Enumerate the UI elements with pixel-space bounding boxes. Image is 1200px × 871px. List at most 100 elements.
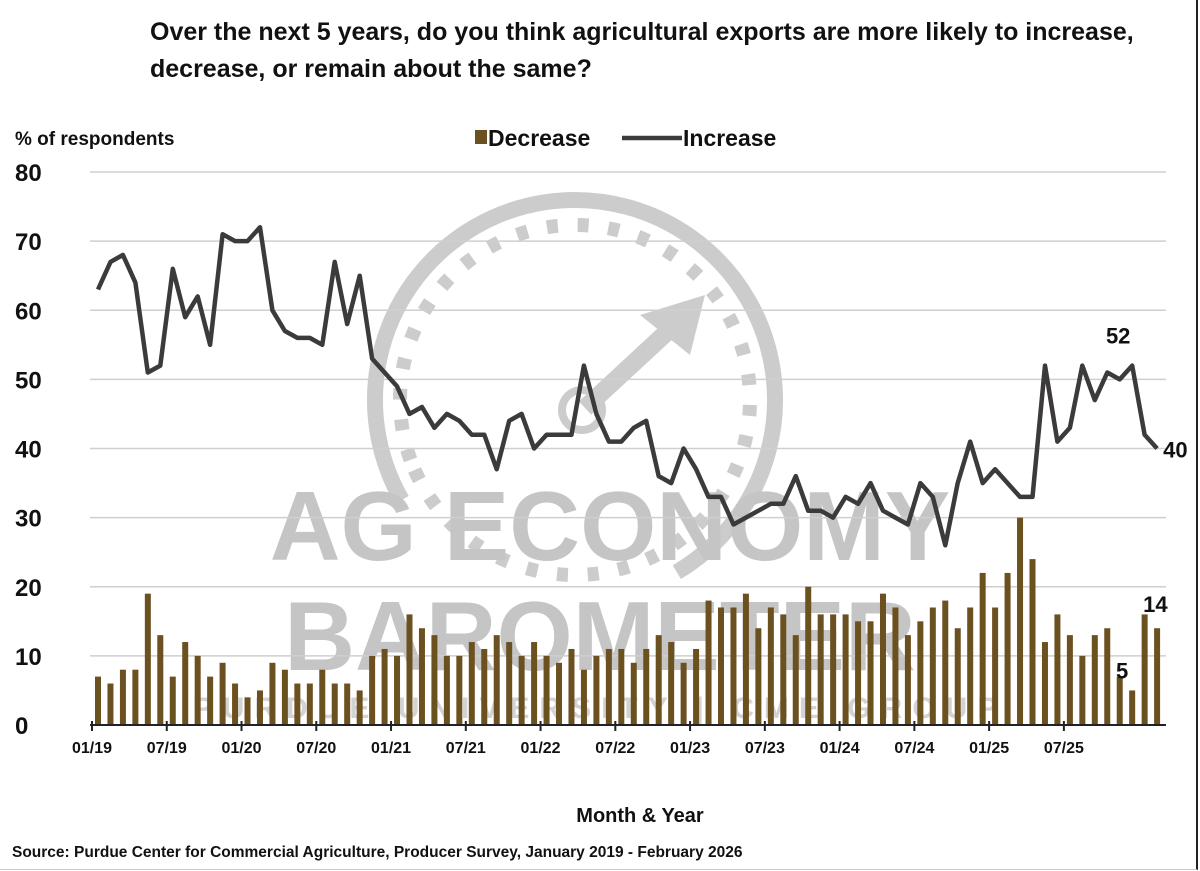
decrease-bar xyxy=(879,593,886,725)
decrease-bar xyxy=(468,642,475,725)
decrease-bar xyxy=(356,690,363,725)
x-tick-label: 07/19 xyxy=(147,740,187,757)
decrease-bar xyxy=(730,607,737,725)
decrease-bar xyxy=(107,683,114,725)
y-tick-label: 50 xyxy=(15,367,42,394)
increase-line xyxy=(95,225,1159,548)
decrease-bar xyxy=(1129,690,1136,725)
decrease-bar xyxy=(443,655,450,725)
decrease-bar xyxy=(144,593,151,725)
decrease-bar xyxy=(1154,628,1161,725)
decrease-bar xyxy=(643,648,650,725)
decrease-bar xyxy=(256,690,263,725)
decrease-bar xyxy=(1104,628,1111,725)
decrease-bar xyxy=(132,669,139,725)
y-tick-label: 0 xyxy=(15,713,28,740)
decrease-bar xyxy=(269,662,276,725)
decrease-bar xyxy=(755,628,762,725)
decrease-bar xyxy=(493,635,500,725)
decrease-bar xyxy=(655,635,662,725)
decrease-bar xyxy=(207,676,214,725)
decrease-bar xyxy=(381,648,388,725)
y-tick-label: 40 xyxy=(15,437,42,464)
decrease-bar xyxy=(194,655,201,725)
decrease-bar xyxy=(481,648,488,725)
decrease-bar xyxy=(992,607,999,725)
decrease-bar xyxy=(1141,614,1148,725)
x-tick-label: 01/20 xyxy=(221,740,261,757)
decrease-bar xyxy=(892,607,899,725)
decrease-bar xyxy=(693,648,700,725)
decrease-bar xyxy=(182,642,189,725)
x-tick-label: 07/22 xyxy=(595,740,635,757)
y-tick-label: 30 xyxy=(15,506,42,533)
decrease-bar xyxy=(967,607,974,725)
decrease-bar xyxy=(917,621,924,725)
x-tick-label: 01/25 xyxy=(969,740,1009,757)
decrease-bar xyxy=(369,655,376,725)
data-label: 5 xyxy=(1116,658,1128,683)
decrease-bar xyxy=(1004,572,1011,725)
decrease-bar xyxy=(979,572,986,725)
decrease-bar xyxy=(306,683,313,725)
y-tick-label: 60 xyxy=(15,298,42,325)
decrease-bar xyxy=(232,683,239,725)
decrease-bar xyxy=(817,614,824,725)
decrease-bar xyxy=(169,676,176,725)
decrease-bar xyxy=(580,669,587,725)
decrease-bar xyxy=(331,683,338,725)
legend-label-increase: Increase xyxy=(683,125,776,151)
axes: 0 10 20 30 40 50 60 70 80 01/19 07/19 01/20 07/20 01/… xyxy=(12,129,1166,861)
decrease-bar xyxy=(157,635,164,725)
decrease-bar xyxy=(630,662,637,725)
decrease-bar xyxy=(954,628,961,725)
decrease-bar xyxy=(95,676,101,725)
x-tick-label: 07/20 xyxy=(296,740,336,757)
decrease-bar xyxy=(867,621,874,725)
decrease-bar xyxy=(718,607,724,725)
decrease-bar xyxy=(294,683,301,725)
increase-line-group xyxy=(95,225,1159,548)
decrease-bar xyxy=(1017,517,1024,725)
decrease-bar xyxy=(705,600,712,725)
decrease-bar xyxy=(431,635,438,725)
decrease-bar xyxy=(605,648,612,725)
decrease-bar xyxy=(1029,559,1036,725)
x-tick-label: 01/23 xyxy=(670,740,710,757)
decrease-bar xyxy=(568,648,575,725)
decrease-bar xyxy=(506,642,513,725)
chart-title: Over the next 5 years, do you think agri… xyxy=(150,18,1134,83)
decrease-bar xyxy=(1041,642,1048,725)
y-tick-label: 20 xyxy=(15,575,42,602)
x-tick-label: 07/23 xyxy=(745,740,785,757)
decrease-bar xyxy=(556,662,563,725)
legend-swatch-decrease xyxy=(475,130,487,144)
decrease-bar xyxy=(1066,635,1073,725)
x-axis-title: Month & Year xyxy=(576,805,704,827)
decrease-bar xyxy=(618,648,625,725)
decrease-bar xyxy=(1079,655,1086,725)
decrease-bar xyxy=(780,614,787,725)
y-tick-label: 10 xyxy=(15,644,42,671)
decrease-bar xyxy=(543,655,550,725)
decrease-bar xyxy=(742,593,749,725)
y-tick-label: 70 xyxy=(15,229,42,256)
decrease-bar xyxy=(593,655,600,725)
x-tick-label: 07/21 xyxy=(446,740,486,757)
x-tick-label: 07/25 xyxy=(1044,740,1084,757)
data-label: 52 xyxy=(1106,324,1130,349)
y-tick-label: 80 xyxy=(15,160,42,187)
legend-label-decrease: Decrease xyxy=(488,125,590,151)
decrease-bar xyxy=(281,669,288,725)
decrease-bar xyxy=(680,662,687,725)
decrease-bar xyxy=(344,683,351,725)
legend: Decrease Increase xyxy=(475,125,776,151)
decrease-bar xyxy=(456,655,463,725)
decrease-bar xyxy=(855,621,862,725)
decrease-bars xyxy=(95,517,1161,725)
watermark-line1: AG ECONOMY xyxy=(270,471,951,581)
decrease-bar xyxy=(767,607,774,725)
x-tick-label: 01/19 xyxy=(72,740,112,757)
